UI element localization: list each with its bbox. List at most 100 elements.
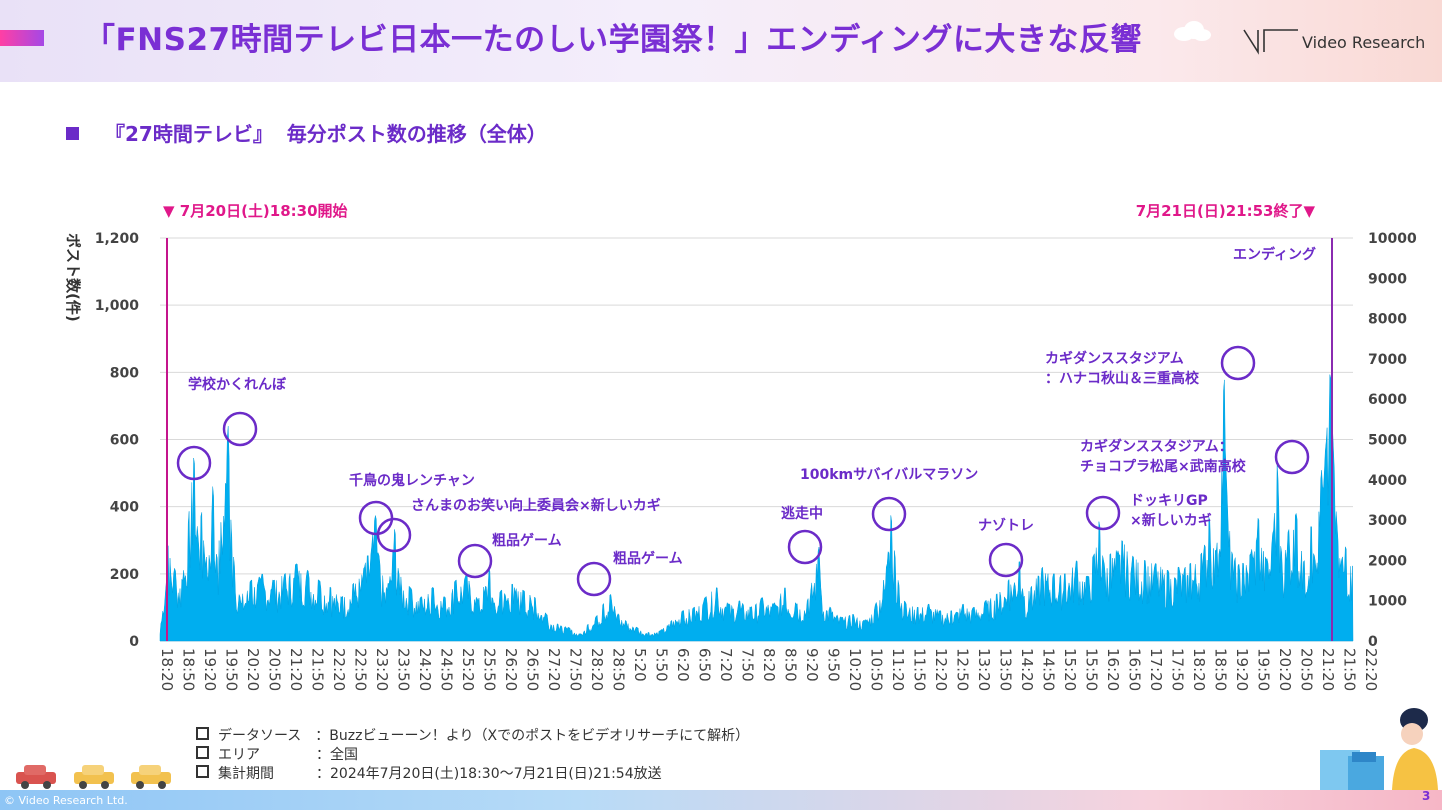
page-title: 「FNS27時間テレビ日本一たのしい学園祭！」エンディングに大きな反響 bbox=[84, 22, 1142, 58]
checkbox-icon bbox=[196, 727, 209, 740]
x-tick-label: 19:20 bbox=[201, 648, 219, 691]
annotation-circle bbox=[376, 517, 412, 553]
x-tick-label: 24:20 bbox=[416, 648, 434, 691]
x-tick-label: 18:20 bbox=[158, 648, 176, 691]
x-tick-label: 14:50 bbox=[1040, 648, 1058, 691]
header-band bbox=[0, 0, 1442, 82]
x-tick-label: 5:20 bbox=[631, 648, 649, 682]
annotation-circles bbox=[176, 345, 1310, 597]
note-text: 集計期間 ：2024年7月20日(土)18:30〜7月21日(日)21:54放送 bbox=[218, 766, 662, 782]
x-tick-label: 26:50 bbox=[524, 648, 542, 691]
x-tick-label: 19:50 bbox=[223, 648, 241, 691]
x-tick-label: 6:20 bbox=[674, 648, 692, 682]
posts-area-series bbox=[159, 374, 1354, 642]
y2-tick-label: 0 bbox=[1368, 634, 1378, 650]
x-tick-label: 12:50 bbox=[954, 648, 972, 691]
x-tick-label: 28:50 bbox=[610, 648, 628, 691]
annotation-label: ：ハナコ秋山＆三重高校 bbox=[1045, 370, 1200, 387]
note-row: データソース ：Buzzビューーン！より（Xでのポストをビデオリサーチにて解析） bbox=[196, 727, 749, 746]
x-tick-label: 27:50 bbox=[567, 648, 585, 691]
x-tick-label: 21:20 bbox=[1319, 648, 1337, 691]
annotation-circle bbox=[1220, 345, 1256, 381]
x-tick-label: 18:20 bbox=[1190, 648, 1208, 691]
x-tick-label: 17:50 bbox=[1169, 648, 1187, 691]
annotation-circle bbox=[176, 445, 212, 481]
x-tick-label: 8:50 bbox=[782, 648, 800, 682]
x-tick-label: 26:20 bbox=[502, 648, 520, 691]
x-tick-label: 20:20 bbox=[244, 648, 262, 691]
x-tick-label: 20:50 bbox=[1298, 648, 1316, 691]
annotation-circle bbox=[576, 561, 612, 597]
y-tick-label: 1,000 bbox=[95, 298, 140, 314]
checkbox-icon bbox=[196, 765, 209, 778]
x-tick-label: 17:20 bbox=[1147, 648, 1165, 691]
x-tick-label: 20:20 bbox=[1276, 648, 1294, 691]
x-tick-label: 28:20 bbox=[588, 648, 606, 691]
annotation-circle bbox=[871, 496, 907, 532]
x-tick-label: 22:20 bbox=[330, 648, 348, 691]
note-text: データソース ：Buzzビューーン！より（Xでのポストをビデオリサーチにて解析） bbox=[218, 728, 750, 744]
x-tick-label: 27:20 bbox=[545, 648, 563, 691]
x-tick-label: 23:20 bbox=[373, 648, 391, 691]
x-tick-label: 25:20 bbox=[459, 648, 477, 691]
annotation-label: 粗品ゲーム bbox=[492, 532, 562, 549]
x-tick-label: 18:50 bbox=[180, 648, 198, 691]
annotation-label: エンディング bbox=[1233, 246, 1316, 263]
copyright: © Video Research Ltd. bbox=[4, 794, 128, 807]
x-tick-label: 10:20 bbox=[846, 648, 864, 691]
y2-tick-label: 9000 bbox=[1368, 271, 1407, 287]
y2-tick-label: 6000 bbox=[1368, 392, 1407, 408]
y-axis-left: 0 200 400 600 800 1,000 1,200 bbox=[95, 231, 140, 650]
y2-tick-label: 10000 bbox=[1368, 231, 1417, 247]
checkbox-icon bbox=[196, 746, 209, 759]
y-axis-right: 0 1000 2000 3000 4000 5000 6000 7000 8000 9000 100… bbox=[1368, 231, 1417, 650]
annotation-circle bbox=[787, 529, 823, 565]
y2-tick-label: 7000 bbox=[1368, 352, 1407, 368]
y-axis-label: ポスト数(件) bbox=[64, 233, 82, 322]
y-tick-label: 400 bbox=[110, 500, 139, 516]
y2-tick-label: 3000 bbox=[1368, 513, 1407, 529]
start-marker-label: ▼ 7月20日(土)18:30開始 bbox=[163, 202, 348, 220]
x-tick-label: 24:50 bbox=[438, 648, 456, 691]
page-number: 3 bbox=[1422, 789, 1431, 803]
x-tick-label: 15:50 bbox=[1083, 648, 1101, 691]
x-tick-label: 19:20 bbox=[1233, 648, 1251, 691]
x-tick-label: 21:50 bbox=[309, 648, 327, 691]
annotation-label: ×新しいカギ bbox=[1130, 512, 1212, 529]
x-tick-label: 11:20 bbox=[889, 648, 907, 691]
y-tick-label: 800 bbox=[110, 365, 139, 381]
section-title: 『27時間テレビ』 毎分ポスト数の推移（全体） bbox=[66, 118, 547, 147]
x-tick-label: 15:20 bbox=[1061, 648, 1079, 691]
x-tick-label: 25:50 bbox=[481, 648, 499, 691]
y-tick-label: 200 bbox=[110, 567, 139, 583]
note-text: エリア ：全国 bbox=[218, 747, 358, 763]
x-tick-label: 10:50 bbox=[868, 648, 886, 691]
y2-tick-label: 8000 bbox=[1368, 312, 1407, 328]
x-tick-label: 21:20 bbox=[287, 648, 305, 691]
x-tick-label: 6:50 bbox=[696, 648, 714, 682]
annotation-circle bbox=[988, 542, 1024, 578]
y-tick-label: 600 bbox=[110, 433, 139, 449]
annotation-label: 千鳥の鬼レンチャン bbox=[349, 472, 475, 489]
x-tick-label: 13:50 bbox=[997, 648, 1015, 691]
y2-tick-label: 4000 bbox=[1368, 473, 1407, 489]
annotation-label: 学校かくれんぼ bbox=[188, 376, 287, 393]
x-tick-label: 12:20 bbox=[932, 648, 950, 691]
bullet-square-icon bbox=[66, 127, 79, 140]
end-marker-label: 7月21日(日)21:53終了▼ bbox=[1136, 202, 1316, 220]
x-tick-label: 8:20 bbox=[760, 648, 778, 682]
annotation-label: チョコプラ松尾×武南高校 bbox=[1080, 458, 1247, 475]
logo-text: Video Research bbox=[1302, 33, 1426, 52]
x-tick-label: 11:50 bbox=[911, 648, 929, 691]
note-row: 集計期間 ：2024年7月20日(土)18:30〜7月21日(日)21:54放送 bbox=[196, 765, 749, 784]
footer-bar bbox=[0, 790, 1442, 810]
x-tick-label: 5:50 bbox=[653, 648, 671, 682]
x-tick-label: 16:20 bbox=[1104, 648, 1122, 691]
annotation-label: カギダンススタジアム： bbox=[1080, 438, 1233, 455]
annotation-label: ナゾトレ bbox=[978, 517, 1034, 534]
data-notes: データソース ：Buzzビューーン！より（Xでのポストをビデオリサーチにて解析）… bbox=[196, 727, 749, 784]
x-tick-label: 21:50 bbox=[1341, 648, 1359, 691]
x-tick-label: 23:50 bbox=[395, 648, 413, 691]
annotation-circle bbox=[1085, 495, 1121, 531]
